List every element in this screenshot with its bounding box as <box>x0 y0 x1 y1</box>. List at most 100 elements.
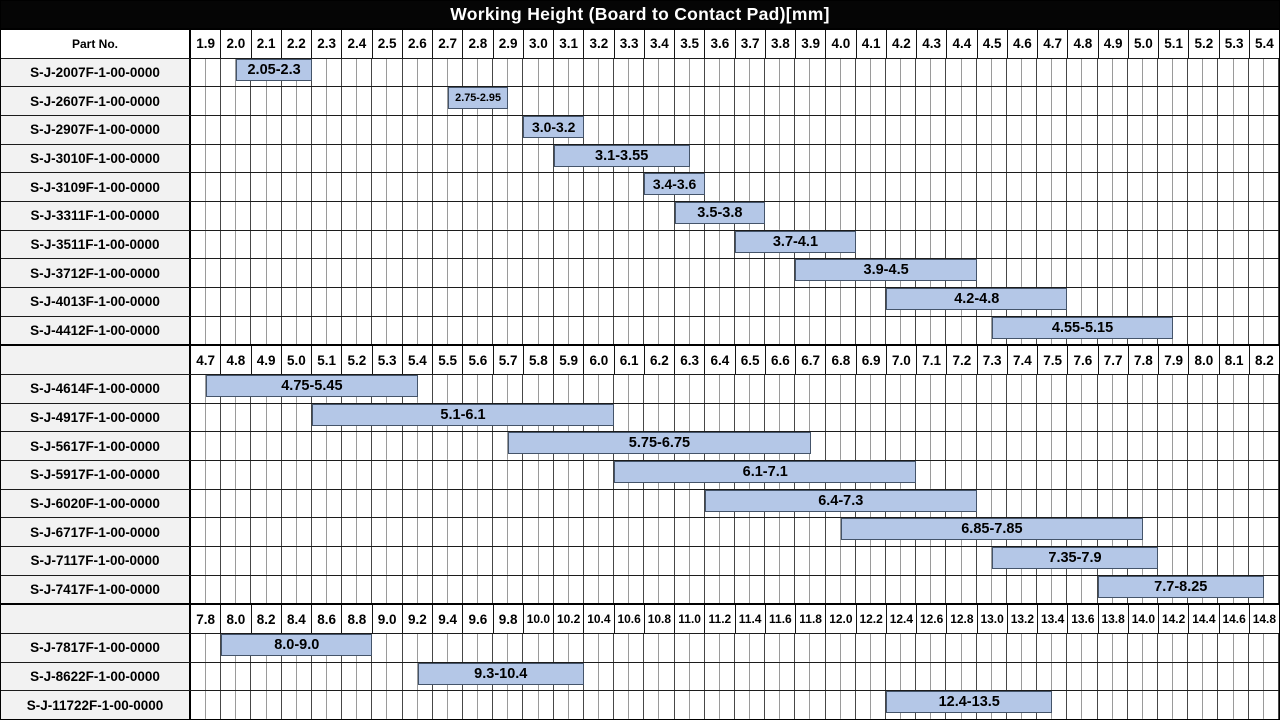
grid-cell <box>1158 489 1189 518</box>
grid-cell <box>281 403 312 432</box>
scale-tick: 3.0 <box>523 30 554 58</box>
grid-cell <box>734 144 766 173</box>
grid-cell <box>614 288 645 316</box>
grid-cell <box>1127 489 1158 518</box>
grid-cell <box>1067 230 1098 259</box>
grid-cell <box>402 87 433 116</box>
scale-tick: 5.1 <box>1159 30 1190 58</box>
grid-cell <box>462 489 494 518</box>
grid-cell <box>765 691 796 719</box>
grid-cell <box>1127 173 1158 202</box>
grid-cell <box>614 691 645 719</box>
grid-cell <box>342 288 373 316</box>
scale-tick: 12.2 <box>856 605 887 634</box>
row-grid: 3.0-3.2 <box>191 116 1279 144</box>
row-grid: 6.4-7.3 <box>191 489 1279 518</box>
grid-cell <box>251 87 282 116</box>
grid-cell <box>1248 461 1279 489</box>
grid-cell <box>523 691 554 719</box>
grid-cell <box>946 230 977 259</box>
scale-tick: 9.6 <box>463 605 494 634</box>
scale-tick: 9.8 <box>493 605 524 634</box>
range-bar: 3.0-3.2 <box>523 116 584 138</box>
grid-cell <box>976 144 1007 173</box>
grid-cell <box>191 634 222 662</box>
grid-cell <box>795 173 826 202</box>
row-grid: 8.0-9.0 <box>191 634 1279 662</box>
grid-cell <box>644 116 675 144</box>
scale-tick: 4.0 <box>826 30 857 58</box>
scale-tick: 3.8 <box>765 30 796 58</box>
table-row: S-J-6020F-1-00-0000 6.4-7.3 <box>1 488 1279 518</box>
grid-cell <box>886 662 917 691</box>
grid-cell <box>1158 58 1189 87</box>
grid-cell <box>462 316 494 345</box>
grid-cell <box>432 173 463 202</box>
grid-cell <box>462 116 494 144</box>
table-row: S-J-5917F-1-00-0000 6.1-7.1 <box>1 460 1279 489</box>
grid-cell <box>704 116 735 144</box>
grid-cell <box>1127 432 1158 461</box>
grid-cell <box>946 432 977 461</box>
grid-cell <box>372 202 403 230</box>
grid-cell <box>1188 202 1219 230</box>
part-no-cell: S-J-4614F-1-00-0000 <box>1 375 191 403</box>
grid-cell <box>342 116 373 144</box>
grid-cell <box>402 518 433 547</box>
grid-cell <box>191 116 222 144</box>
grid-cell <box>1067 288 1098 316</box>
grid-cell <box>916 375 947 403</box>
grid-cell <box>1127 87 1158 116</box>
grid-cell <box>1127 288 1158 316</box>
scale-tick: 7.5 <box>1038 346 1069 375</box>
grid-cell <box>402 202 433 230</box>
grid-cell <box>644 547 675 575</box>
scale-tick: 3.3 <box>614 30 645 58</box>
grid-cell <box>946 575 977 604</box>
grid-cell <box>372 230 403 259</box>
grid-cell <box>825 662 856 691</box>
range-bar: 2.75-2.95 <box>447 87 509 110</box>
range-bar: 2.05-2.3 <box>236 58 312 81</box>
grid-cell <box>583 116 615 144</box>
grid-cell <box>765 288 796 316</box>
grid-cell <box>916 202 947 230</box>
grid-cell <box>1067 662 1098 691</box>
grid-cell <box>191 144 222 173</box>
scale-tick: 6.8 <box>826 346 857 375</box>
grid-cell <box>825 403 856 432</box>
grid-cell <box>583 58 615 87</box>
range-table: Part No. 1.9 2.0 2.1 2.2 2.3 2.4 2.5 2.6 2.7 2.8 2.… <box>1 28 1279 719</box>
grid-cell <box>674 575 705 604</box>
grid-cell <box>1158 518 1189 547</box>
grid-cell <box>311 489 343 518</box>
grid-cell <box>432 375 463 403</box>
grid-cell <box>765 547 796 575</box>
grid-cell <box>614 259 645 288</box>
grid-cell <box>644 575 675 604</box>
row-grid: 3.5-3.8 <box>191 202 1279 230</box>
grid-cell <box>765 662 796 691</box>
grid-cell <box>1067 575 1098 604</box>
scale-tick: 14.8 <box>1249 605 1279 634</box>
grid-cell <box>1067 432 1098 461</box>
scale-tick: 6.4 <box>705 346 736 375</box>
grid-cell <box>886 58 917 87</box>
grid-cell <box>1097 432 1128 461</box>
grid-cell <box>1158 202 1189 230</box>
grid-cell <box>1127 230 1158 259</box>
grid-cell <box>1188 288 1219 316</box>
grid-cell <box>1248 230 1279 259</box>
grid-cell <box>644 518 675 547</box>
grid-cell <box>674 489 705 518</box>
part-no-cell: S-J-7117F-1-00-0000 <box>1 547 191 575</box>
scale-tick: 3.6 <box>705 30 736 58</box>
grid-cell <box>795 288 826 316</box>
grid-cell <box>251 144 282 173</box>
grid-cell <box>704 58 735 87</box>
grid-cell <box>493 575 524 604</box>
grid-cell <box>946 461 977 489</box>
grid-cell <box>1067 691 1098 719</box>
grid-cell <box>886 87 917 116</box>
grid-cell <box>553 87 584 116</box>
